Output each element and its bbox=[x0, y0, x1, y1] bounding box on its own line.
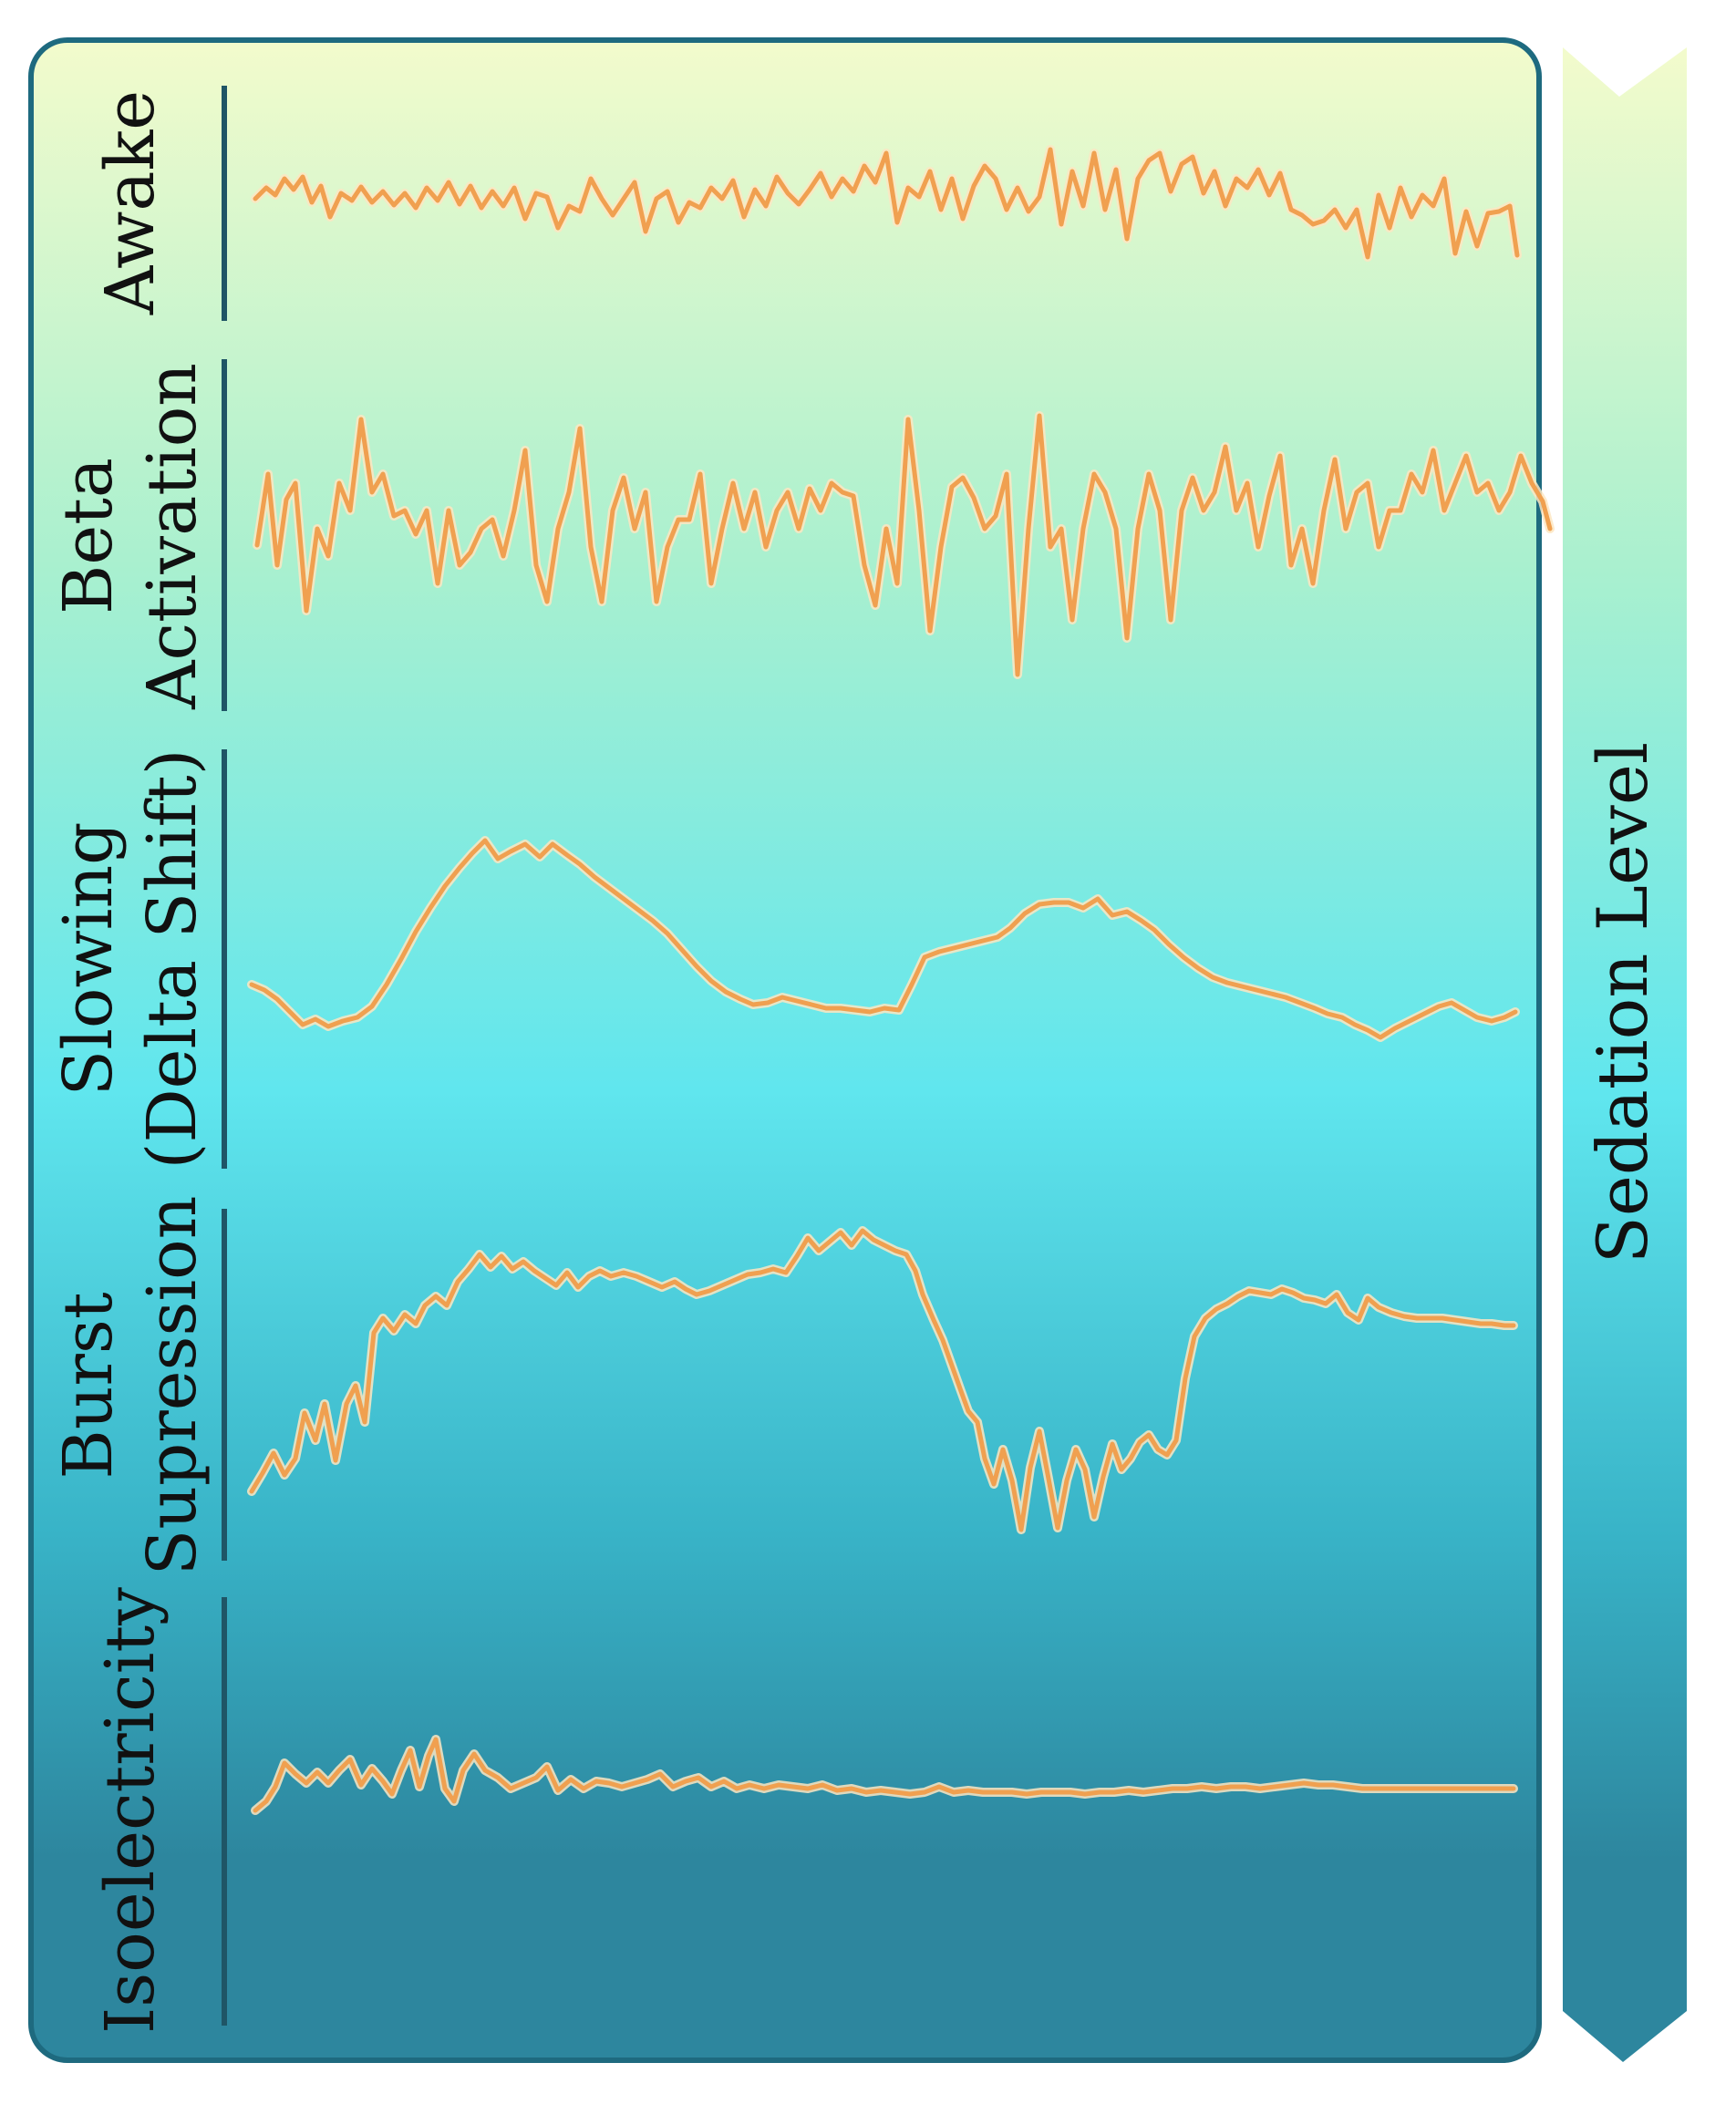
beta-label-line1: Beta bbox=[49, 458, 128, 614]
beta-label-line2: Activation bbox=[133, 363, 212, 710]
sedation-level-label: Sedation Level bbox=[1582, 742, 1663, 1263]
slowing-label-line2: (Delta Shift) bbox=[133, 748, 212, 1169]
eeg-traces bbox=[247, 145, 1555, 1815]
eeg-panel bbox=[28, 37, 1542, 2063]
awake-label: Awake bbox=[91, 90, 170, 315]
slowing-label-line1: Slowing bbox=[49, 822, 128, 1097]
state-label-slowing: Slowing (Delta Shift) bbox=[49, 748, 212, 1169]
state-label-iso: Isoelectricity bbox=[91, 1587, 170, 2034]
burst-label-line1: Burst bbox=[49, 1292, 128, 1479]
state-label-beta: Beta Activation bbox=[49, 363, 212, 710]
trace-iso bbox=[253, 1737, 1516, 1813]
burst-label-line2: Supression bbox=[133, 1196, 212, 1576]
trace-slowing bbox=[249, 838, 1518, 1040]
iso-label: Isoelectricity bbox=[91, 1587, 170, 2034]
state-label-burst: Burst Supression bbox=[49, 1196, 212, 1576]
trace-burst bbox=[249, 1228, 1516, 1532]
state-label-awake: Awake bbox=[91, 90, 170, 315]
sedation-level-arrow bbox=[1563, 47, 1687, 2062]
trace-beta bbox=[254, 413, 1553, 677]
trace-awake bbox=[253, 147, 1520, 260]
